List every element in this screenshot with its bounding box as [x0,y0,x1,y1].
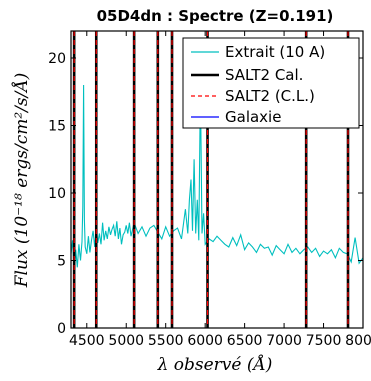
y-tick-label: 0 [57,321,66,337]
y-axis-label: Flux (10⁻¹⁸ ergs/cm²/s/Å) [11,73,32,289]
y-tick-label: 5 [57,254,66,270]
chart-title: 05D4dn : Spectre (Z=0.191) [97,7,334,25]
x-tick-label: 6500 [227,333,263,349]
legend-label-extrait: Extrait (10 A) [225,43,325,61]
y-tick-label: 10 [48,186,66,202]
x-tick-label: 7500 [306,333,342,349]
x-tick-label: 5500 [148,333,184,349]
legend-label-salt2-cl: SALT2 (C.L.) [225,87,315,105]
axis-ticks: 0 5 10 15 20 45005000550060006500700075008000 [48,31,371,349]
y-tick-label: 20 [48,51,66,67]
x-axis-label: λ observé (Å) [157,354,273,375]
x-tick-label: 6000 [187,333,223,349]
x-tick-label: 5000 [108,333,144,349]
legend: Extrait (10 A) SALT2 Cal. SALT2 (C.L.) G… [182,37,360,129]
legend-label-galaxie: Galaxie [225,108,281,126]
plot-frame [70,30,364,329]
x-tick-label: 8000 [345,333,371,349]
x-tick-label: 4500 [69,333,105,349]
y-tick-label: 15 [48,119,66,135]
plot-area [70,31,364,328]
legend-label-salt2-cal: SALT2 Cal. [225,66,303,84]
legend-box [182,37,360,129]
x-tick-label: 7000 [266,333,302,349]
